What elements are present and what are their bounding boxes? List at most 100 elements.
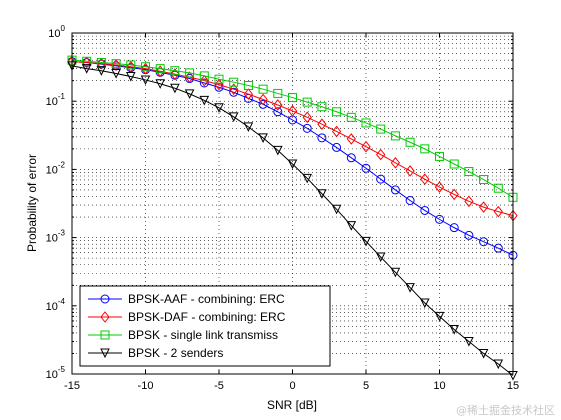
legend-label: BPSK-AAF - combining: ERC bbox=[128, 292, 285, 306]
data-point bbox=[126, 60, 136, 70]
data-point bbox=[390, 267, 401, 278]
grid bbox=[72, 33, 513, 374]
x-tick-label: -15 bbox=[64, 380, 80, 392]
data-point bbox=[405, 137, 415, 147]
y-axis-label: Probability of error bbox=[25, 154, 39, 252]
data-point bbox=[390, 156, 401, 169]
data-point bbox=[184, 89, 195, 100]
data-point bbox=[435, 151, 444, 161]
data-point bbox=[273, 88, 283, 98]
data-point bbox=[140, 75, 151, 86]
data-point bbox=[331, 125, 342, 138]
legend-entry: BPSK - 2 senders bbox=[88, 346, 223, 360]
data-point bbox=[229, 77, 239, 87]
legend-marker bbox=[100, 348, 110, 359]
data-point bbox=[435, 214, 444, 224]
data-point bbox=[493, 359, 504, 370]
y-tick-label: 10-3 bbox=[46, 229, 66, 245]
data-point bbox=[229, 83, 239, 95]
series-3 bbox=[67, 55, 518, 202]
data-point bbox=[493, 205, 503, 218]
data-point bbox=[287, 159, 298, 170]
series-line bbox=[71, 61, 514, 256]
data-point bbox=[317, 133, 327, 143]
data-point bbox=[258, 99, 268, 109]
x-tick-label: -10 bbox=[138, 380, 154, 392]
y-tick-label: 10-1 bbox=[46, 92, 66, 108]
data-point bbox=[317, 118, 327, 131]
y-tick-label: 10-2 bbox=[46, 160, 66, 176]
data-point bbox=[346, 133, 356, 145]
data-point bbox=[405, 283, 415, 293]
data-point bbox=[317, 189, 327, 199]
data-point bbox=[478, 348, 489, 359]
data-point bbox=[390, 131, 400, 141]
data-point bbox=[420, 144, 430, 154]
data-point bbox=[302, 123, 312, 133]
data-point bbox=[405, 195, 415, 205]
data-point bbox=[346, 153, 356, 163]
data-point bbox=[434, 311, 445, 322]
watermark: @稀土掘金技术社区 bbox=[456, 403, 555, 417]
legend: BPSK-AAF - combining: ERC BPSK-DAF - comb… bbox=[79, 285, 331, 367]
data-point bbox=[376, 174, 386, 184]
series-line bbox=[71, 59, 514, 198]
data-point bbox=[449, 324, 460, 335]
data-point bbox=[258, 93, 268, 106]
axes: -15 -10 -5 0 5 10 15 100 10-1 10-2 10-3 10-4 10-5 bbox=[46, 24, 520, 392]
legend-entry: BPSK - single link transmiss bbox=[88, 328, 278, 342]
data-point bbox=[82, 56, 92, 66]
data-point bbox=[346, 112, 356, 122]
data-point bbox=[449, 159, 459, 169]
data-point bbox=[317, 102, 327, 112]
data-point bbox=[243, 122, 254, 133]
data-point bbox=[420, 173, 430, 185]
data-point bbox=[170, 66, 180, 76]
data-point bbox=[243, 80, 253, 90]
data-point bbox=[420, 205, 430, 215]
data-point bbox=[184, 71, 195, 83]
y-tick-label: 10-5 bbox=[46, 365, 66, 381]
data-point bbox=[332, 142, 342, 152]
data-point bbox=[170, 83, 180, 94]
data-point bbox=[493, 183, 503, 193]
data-point bbox=[170, 68, 180, 80]
data-point bbox=[155, 79, 166, 89]
data-point bbox=[125, 72, 136, 82]
data-point bbox=[464, 336, 474, 347]
data-point bbox=[111, 68, 121, 79]
x-tick-label: 10 bbox=[433, 380, 445, 392]
data-point bbox=[287, 105, 298, 117]
data-point bbox=[375, 252, 386, 263]
data-point bbox=[479, 237, 489, 247]
x-tick-label: 15 bbox=[507, 380, 519, 392]
x-axis-label: SNR [dB] bbox=[267, 398, 317, 412]
data-point bbox=[258, 84, 268, 94]
data-point bbox=[81, 64, 92, 74]
data-point bbox=[302, 97, 312, 107]
data-point bbox=[361, 140, 371, 153]
series-line bbox=[71, 61, 514, 217]
data-point bbox=[361, 163, 371, 173]
data-point bbox=[419, 298, 430, 309]
x-tick-label: 0 bbox=[289, 380, 295, 392]
data-point bbox=[493, 243, 503, 253]
data-point bbox=[449, 188, 459, 201]
data-point bbox=[302, 173, 313, 184]
data-point bbox=[243, 88, 254, 100]
data-point bbox=[478, 201, 489, 213]
data-point bbox=[199, 74, 209, 87]
data-point bbox=[390, 185, 400, 195]
data-point bbox=[214, 74, 224, 84]
legend-marker bbox=[100, 294, 110, 304]
data-point bbox=[346, 221, 357, 231]
x-tick-label: 5 bbox=[363, 380, 369, 392]
data-point bbox=[464, 167, 474, 177]
y-tick-label: 10-4 bbox=[46, 297, 66, 313]
data-point bbox=[111, 59, 121, 69]
y-tick-label: 100 bbox=[48, 24, 65, 40]
data-point bbox=[479, 175, 489, 185]
data-point bbox=[96, 66, 107, 76]
data-point bbox=[361, 236, 371, 247]
